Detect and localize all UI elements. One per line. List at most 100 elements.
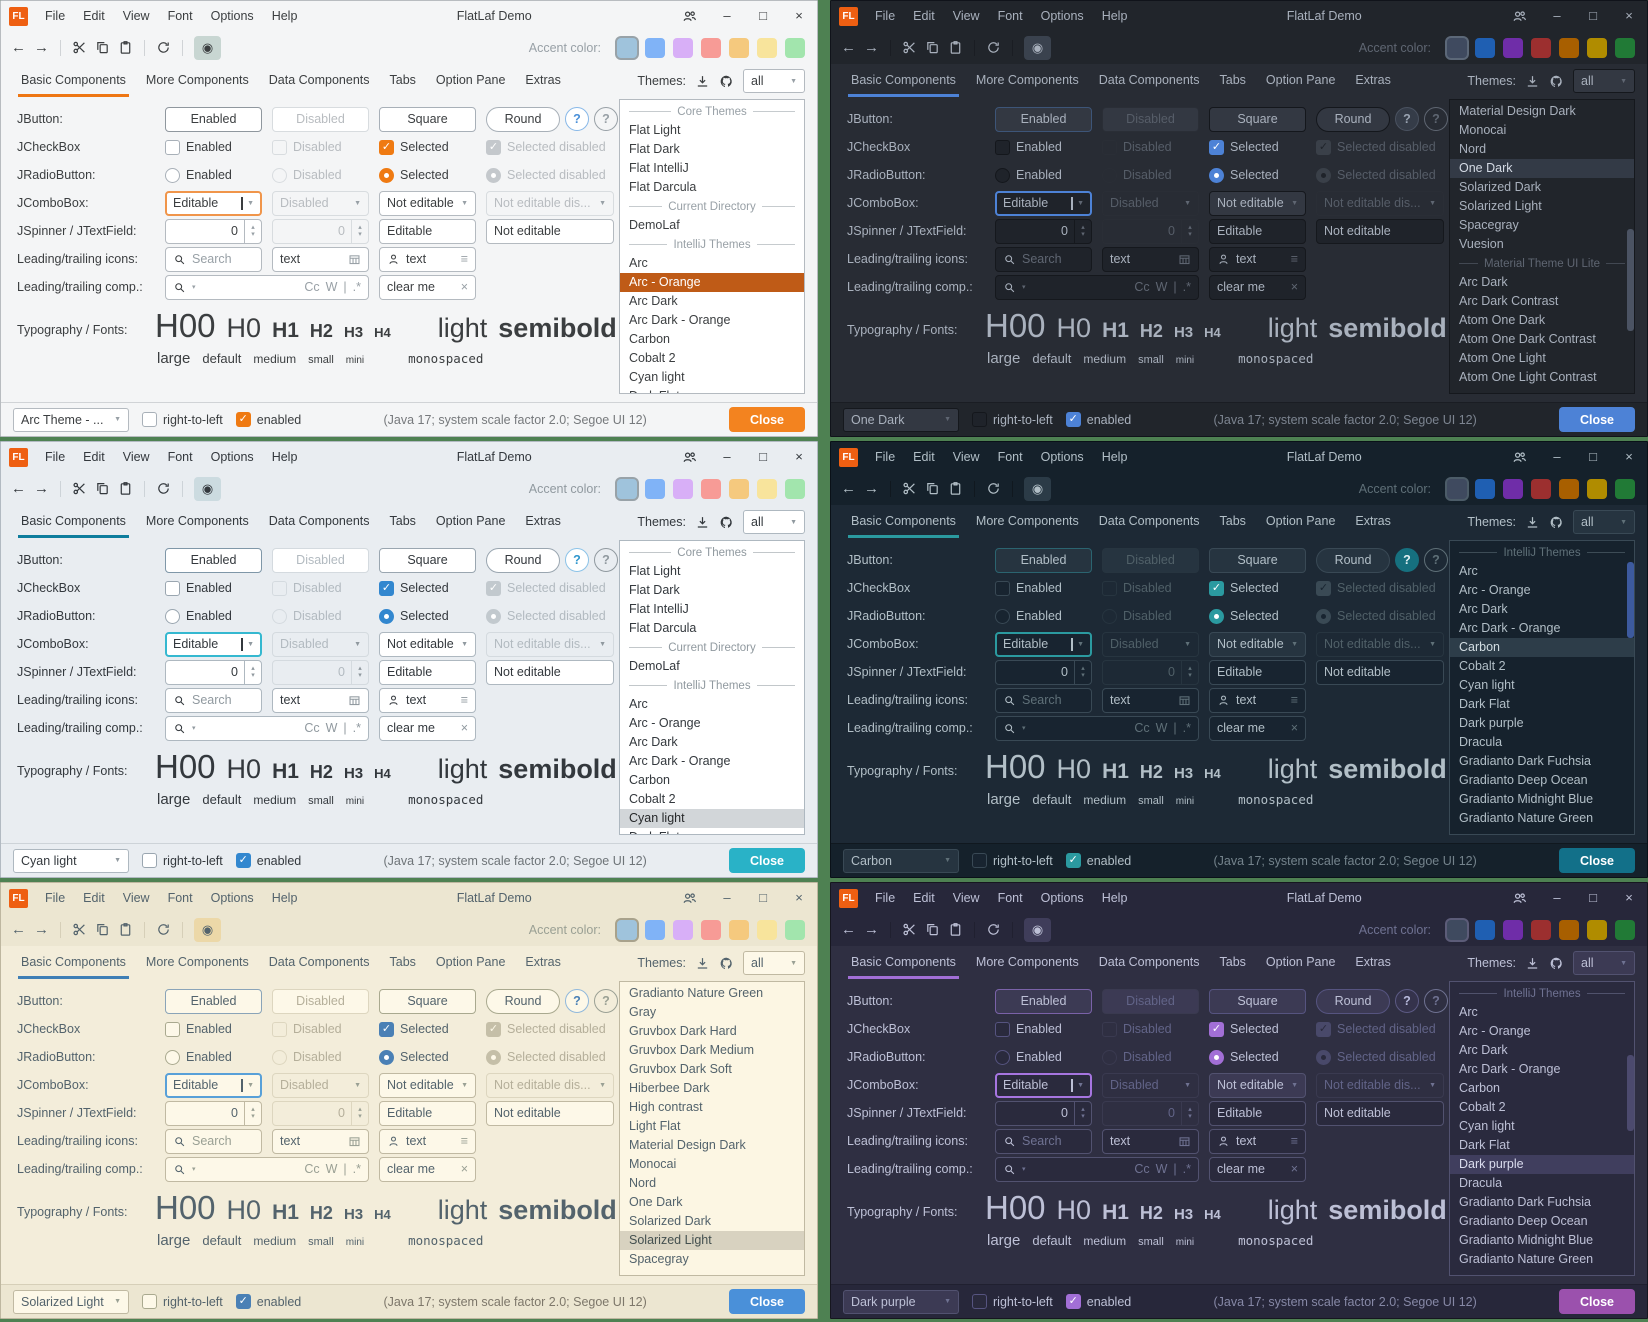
theme-item[interactable]: Dracula xyxy=(1459,1176,1503,1190)
jbutton-enabled[interactable]: Enabled xyxy=(995,547,1092,573)
jbutton-square[interactable]: Square xyxy=(1209,106,1306,132)
menu-item-help[interactable]: Help xyxy=(271,891,298,905)
jbutton-square[interactable]: Square xyxy=(1209,988,1306,1014)
accent-swatch-4[interactable] xyxy=(1531,919,1551,940)
users-icon[interactable] xyxy=(1512,9,1527,24)
close-button[interactable]: Close xyxy=(1559,407,1635,432)
theme-selector-combo[interactable]: Carbon ▼ xyxy=(843,848,959,873)
search-comp-input[interactable]: ▾ Cc W | .* xyxy=(995,715,1199,741)
theme-item[interactable]: Flat IntelliJ xyxy=(629,602,689,616)
jradiobutton-selected-disabled[interactable]: Selected disabled xyxy=(1316,608,1441,624)
tab-basic-components[interactable]: Basic Components xyxy=(841,514,966,538)
paste-icon[interactable] xyxy=(948,481,963,496)
theme-item[interactable]: Arc Dark xyxy=(1459,275,1508,289)
whole-word-button[interactable]: W xyxy=(325,721,338,735)
search-input[interactable]: Search xyxy=(165,687,262,713)
jbutton-round[interactable]: Round xyxy=(1316,106,1390,132)
menu-item-file[interactable]: File xyxy=(45,891,66,905)
accent-swatch-2[interactable] xyxy=(645,478,665,499)
jcombobox-not-editable[interactable]: Not editable ▼ xyxy=(1209,631,1306,657)
close-window-button[interactable]: × xyxy=(795,890,803,905)
accent-swatch-7[interactable] xyxy=(785,478,805,499)
theme-item[interactable]: Nord xyxy=(629,1176,657,1190)
accent-swatch-5[interactable] xyxy=(1559,478,1579,499)
theme-item[interactable]: Vuesion xyxy=(1459,237,1504,251)
github-icon[interactable] xyxy=(1549,515,1564,530)
theme-item[interactable]: One Dark xyxy=(629,1195,683,1209)
menu-item-file[interactable]: File xyxy=(875,9,896,23)
download-icon[interactable] xyxy=(695,515,710,530)
spinner-up-icon[interactable]: ▴ xyxy=(1081,224,1085,231)
refresh-icon[interactable] xyxy=(156,481,171,496)
cut-icon[interactable] xyxy=(72,40,87,55)
close-window-button[interactable]: × xyxy=(795,8,803,23)
eye-toggle-button[interactable]: ◉ xyxy=(1024,917,1051,942)
tab-more-components[interactable]: More Components xyxy=(145,955,249,969)
calendar-icon[interactable] xyxy=(1178,253,1191,266)
enabled-checkbox[interactable]: ✓ enabled xyxy=(1065,412,1131,427)
tab-tabs[interactable]: Tabs xyxy=(1219,955,1246,969)
search-comp-input[interactable]: ▾ Cc W | .* xyxy=(165,274,369,300)
clear-icon[interactable]: × xyxy=(1290,280,1298,294)
jradiobutton-enabled[interactable]: Enabled xyxy=(995,1049,1092,1065)
accent-swatch-3[interactable] xyxy=(1503,478,1523,499)
calendar-icon[interactable] xyxy=(348,253,361,266)
accent-swatch-6[interactable] xyxy=(1587,37,1607,58)
jcheckbox-disabled[interactable]: Disabled xyxy=(1102,139,1199,155)
accent-swatch-6[interactable] xyxy=(757,478,777,499)
jcombobox-editable[interactable]: Editable ▼ xyxy=(165,190,262,216)
jcheckbox-selected-disabled[interactable]: ✓ Selected disabled xyxy=(1316,580,1441,596)
menu-item-font[interactable]: Font xyxy=(997,9,1023,23)
refresh-icon[interactable] xyxy=(986,922,1001,937)
jcheckbox-selected-disabled[interactable]: ✓ Selected disabled xyxy=(1316,139,1441,155)
accent-swatch-7[interactable] xyxy=(1615,919,1635,940)
text-input-person[interactable]: text ≡ xyxy=(379,1128,476,1154)
list-icon[interactable]: ≡ xyxy=(460,252,468,266)
scrollbar-thumb[interactable] xyxy=(1627,228,1634,332)
accent-swatch-5[interactable] xyxy=(729,478,749,499)
theme-selector-combo[interactable]: Arc Theme - ... ▼ xyxy=(13,407,129,432)
menu-item-file[interactable]: File xyxy=(875,450,896,464)
maximize-button[interactable]: □ xyxy=(759,449,767,464)
jradiobutton-selected[interactable]: Selected xyxy=(379,1049,476,1065)
menu-item-edit[interactable]: Edit xyxy=(83,891,105,905)
calendar-icon[interactable] xyxy=(1178,694,1191,707)
maximize-button[interactable]: □ xyxy=(1589,449,1597,464)
users-icon[interactable] xyxy=(682,450,697,465)
theme-item[interactable]: Cobalt 2 xyxy=(629,792,676,806)
enabled-checkbox[interactable]: ✓ enabled xyxy=(235,1294,301,1309)
users-icon[interactable] xyxy=(682,9,697,24)
tab-basic-components[interactable]: Basic Components xyxy=(11,955,136,979)
accent-swatch-3[interactable] xyxy=(1503,37,1523,58)
back-button[interactable]: ← xyxy=(11,39,26,56)
jspinner[interactable]: 0 ▴ ▾ xyxy=(995,659,1092,685)
jbutton-enabled[interactable]: Enabled xyxy=(165,547,262,573)
users-icon[interactable] xyxy=(1512,450,1527,465)
scrollbar-thumb[interactable] xyxy=(1627,561,1634,638)
spinner-down-icon[interactable]: ▾ xyxy=(1081,1113,1085,1120)
copy-icon[interactable] xyxy=(925,922,940,937)
close-button[interactable]: Close xyxy=(1559,1289,1635,1314)
tab-option-pane[interactable]: Option Pane xyxy=(1265,955,1336,969)
match-case-button[interactable]: Cc xyxy=(304,280,320,294)
back-button[interactable]: ← xyxy=(841,480,856,497)
theme-item[interactable]: Gradianto Dark Fuchsia xyxy=(1459,1195,1592,1209)
maximize-button[interactable]: □ xyxy=(1589,8,1597,23)
accent-swatch-4[interactable] xyxy=(701,37,721,58)
right-to-left-checkbox[interactable]: right-to-left xyxy=(972,412,1053,427)
menu-item-file[interactable]: File xyxy=(45,450,66,464)
tab-data-components[interactable]: Data Components xyxy=(1098,73,1200,87)
jcombobox-editable[interactable]: Editable ▼ xyxy=(165,1072,262,1098)
menu-item-options[interactable]: Options xyxy=(210,891,254,905)
regex-button[interactable]: .* xyxy=(1182,1162,1191,1176)
github-icon[interactable] xyxy=(719,515,734,530)
theme-item[interactable]: Nord xyxy=(1459,142,1487,156)
menu-item-edit[interactable]: Edit xyxy=(83,9,105,23)
help-button[interactable]: ? xyxy=(1395,989,1419,1013)
list-icon[interactable]: ≡ xyxy=(1290,1134,1298,1148)
jcheckbox-enabled[interactable]: Enabled xyxy=(995,1021,1092,1037)
theme-item[interactable]: Cyan light xyxy=(1459,678,1515,692)
search-comp-input[interactable]: ▾ Cc W | .* xyxy=(165,715,369,741)
jspinner[interactable]: 0 ▴ ▾ xyxy=(165,218,262,244)
calendar-icon[interactable] xyxy=(1178,1135,1191,1148)
